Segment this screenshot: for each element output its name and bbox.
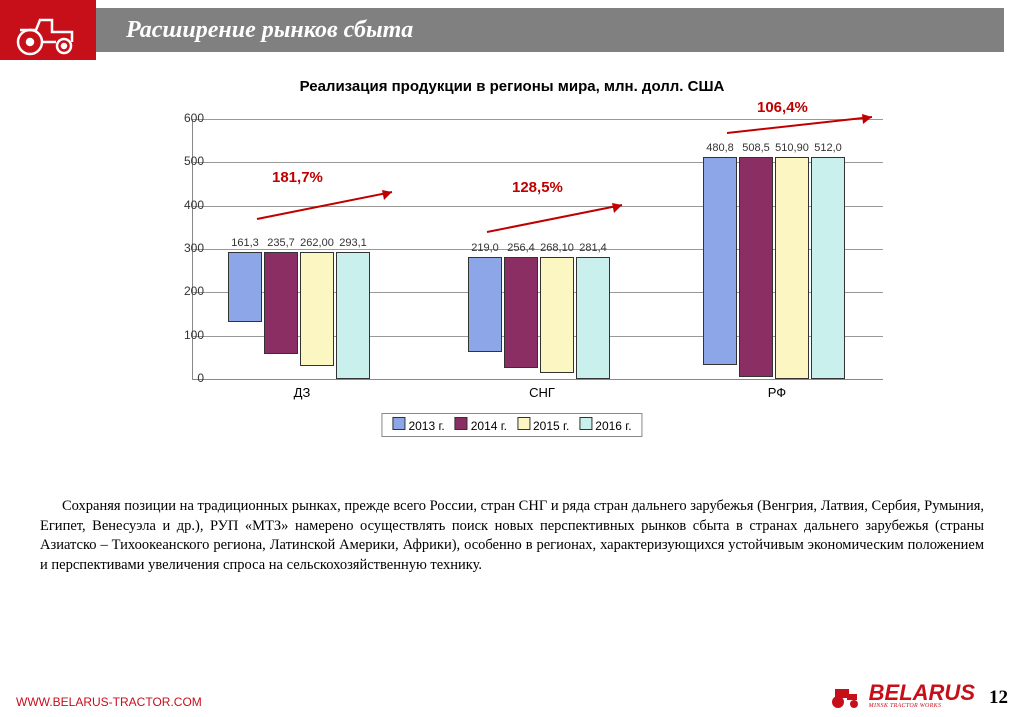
bar-group: 219,0256,4268,10281,4	[468, 257, 610, 379]
legend-item: 2014 г.	[455, 417, 507, 433]
y-tick-label: 600	[144, 111, 204, 125]
bar: 235,7	[264, 252, 298, 354]
y-tick-label: 0	[144, 371, 204, 385]
legend-item: 2013 г.	[392, 417, 444, 433]
bar-value-label: 480,8	[706, 142, 734, 154]
page-number: 12	[989, 687, 1008, 709]
logo-text: BELARUS	[869, 683, 975, 703]
bar-value-label: 256,4	[507, 242, 535, 254]
bar-value-label: 512,0	[814, 142, 842, 154]
growth-label: 128,5%	[512, 179, 563, 196]
category-label: РФ	[702, 385, 852, 400]
bar: 262,00	[300, 252, 334, 366]
y-tick-label: 400	[144, 198, 204, 212]
footer-url: WWW.BELARUS-TRACTOR.COM	[16, 695, 202, 709]
bar-group: 161,3235,7262,00293,1	[228, 252, 370, 379]
bar: 161,3	[228, 252, 262, 322]
y-tick-label: 500	[144, 154, 204, 168]
y-tick-label: 100	[144, 328, 204, 342]
legend-item: 2015 г.	[517, 417, 569, 433]
legend-item: 2016 г.	[579, 417, 631, 433]
bar-value-label: 510,90	[775, 142, 809, 154]
bar-value-label: 235,7	[267, 237, 295, 249]
chart-title: Реализация продукции в регионы мира, млн…	[0, 78, 1024, 95]
slide-header: Расширение рынков сбыта	[0, 0, 1024, 60]
chart-legend: 2013 г. 2014 г. 2015 г. 2016 г.	[381, 413, 642, 437]
bar: 293,1	[336, 252, 370, 379]
tractor-icon	[829, 685, 863, 709]
growth-arrow-icon	[482, 197, 632, 237]
bar-value-label: 508,5	[742, 142, 770, 154]
category-label: ДЗ	[227, 385, 377, 400]
bar: 512,0	[811, 157, 845, 379]
bar-value-label: 262,00	[300, 237, 334, 249]
slide-title: Расширение рынков сбыта	[126, 17, 413, 44]
category-label: СНГ	[467, 385, 617, 400]
bar: 256,4	[504, 257, 538, 368]
bar-value-label: 293,1	[339, 237, 367, 249]
plot-area: 161,3235,7262,00293,1219,0256,4268,10281…	[192, 119, 883, 380]
title-bar: Расширение рынков сбыта	[96, 8, 1004, 52]
bar-value-label: 281,4	[579, 242, 607, 254]
bar: 480,8	[703, 157, 737, 365]
bar: 510,90	[775, 157, 809, 378]
bar-value-label: 219,0	[471, 242, 499, 254]
bar-group: 480,8508,5510,90512,0	[703, 157, 845, 379]
bar-chart: 161,3235,7262,00293,1219,0256,4268,10281…	[122, 119, 902, 439]
belarus-logo: BELARUS MINSK TRACTOR WORKS	[829, 683, 975, 709]
bar: 268,10	[540, 257, 574, 373]
y-tick-label: 200	[144, 284, 204, 298]
bar-value-label: 268,10	[540, 242, 574, 254]
header-red-block	[0, 0, 96, 60]
bar: 219,0	[468, 257, 502, 352]
bar: 281,4	[576, 257, 610, 379]
growth-arrow-icon	[252, 184, 402, 224]
tractor-icon	[8, 12, 88, 56]
growth-arrow-icon	[722, 111, 882, 141]
bar: 508,5	[739, 157, 773, 377]
body-paragraph: Сохраняя позиции на традиционных рынках,…	[40, 497, 984, 575]
y-tick-label: 300	[144, 241, 204, 255]
bar-value-label: 161,3	[231, 237, 259, 249]
slide-footer: WWW.BELARUS-TRACTOR.COM BELARUS MINSK TR…	[0, 683, 1024, 709]
